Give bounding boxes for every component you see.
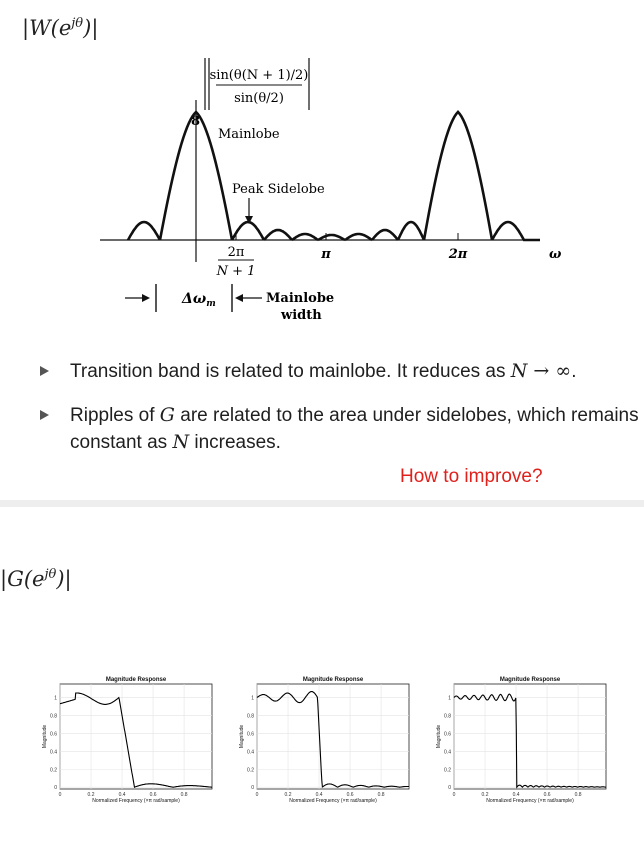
y-tick-label: 1 bbox=[448, 695, 451, 701]
y-axis-label: Magnitude bbox=[436, 725, 442, 749]
slide-separator bbox=[0, 500, 644, 507]
title-superscript: jθ bbox=[71, 16, 84, 31]
x-tick-label: 0.8 bbox=[181, 792, 188, 798]
magnitude-plot-1: 0 0.2 0.4 0.6 0.8 1 0 0.2 0.4 0.6 0.8 Magnitude Res… bbox=[42, 677, 213, 804]
y-tick-label: 1 bbox=[54, 695, 57, 701]
y-tick-label: 1 bbox=[251, 695, 254, 701]
y-tick-label: 0.2 bbox=[247, 767, 254, 773]
x-tick-label: 0.6 bbox=[347, 792, 354, 798]
tick-2pi: 2π bbox=[448, 247, 468, 262]
sidelobe-arrow-head bbox=[245, 216, 253, 224]
x-tick-label: 0 bbox=[59, 792, 62, 798]
y-tick-label: 0.6 bbox=[50, 731, 57, 737]
magnitude-curve bbox=[59, 692, 212, 788]
formula-denominator: sin(θ/2) bbox=[234, 91, 284, 106]
title-text: |W(e bbox=[22, 16, 72, 40]
x-tick-label: 0.4 bbox=[119, 792, 126, 798]
plot-title: Magnitude Response bbox=[303, 677, 364, 683]
magnitude-plot-2: 0 0.2 0.4 0.6 0.8 1 0 0.2 0.4 0.6 0.8 Magnitude Res… bbox=[239, 677, 410, 804]
y-tick-label: 0.4 bbox=[50, 749, 57, 755]
slide-title: |G(ejθ)| bbox=[0, 567, 72, 591]
plot-frame bbox=[256, 683, 410, 790]
title-text: |G(e bbox=[0, 567, 45, 591]
x-axis-label: Normalized Frequency (×π rad/sample) bbox=[289, 798, 377, 804]
plot-frame bbox=[59, 683, 213, 790]
y-tick-label: 0 bbox=[448, 785, 451, 791]
y-tick-label: 0 bbox=[54, 785, 57, 791]
x-tick-label: 0.6 bbox=[544, 792, 551, 798]
bullet-triangle-icon bbox=[40, 366, 49, 376]
x-tick-label: 0 bbox=[453, 792, 456, 798]
y-tick-label: 0.6 bbox=[247, 731, 254, 737]
peak-sidelobe-label: Peak Sidelobe bbox=[232, 182, 325, 197]
mainlobe-width-label-2: width bbox=[280, 308, 322, 323]
y-tick-label: 0.4 bbox=[247, 749, 254, 755]
plot-title: Magnitude Response bbox=[500, 677, 561, 683]
tick-2pi-denominator: N + 1 bbox=[216, 264, 256, 279]
slide-title: |W(ejθ)| bbox=[22, 16, 98, 40]
how-to-improve-text: How to improve? bbox=[400, 466, 543, 487]
width-arrow-left-head bbox=[142, 294, 150, 302]
tick-pi: π bbox=[320, 247, 331, 262]
y-tick-label: 0.2 bbox=[50, 767, 57, 773]
y-tick-label: 0.8 bbox=[247, 713, 254, 719]
plot-title: Magnitude Response bbox=[106, 677, 167, 683]
bullet-text: Ripples of G are related to the area und… bbox=[70, 404, 639, 453]
slide-filter-response: |G(ejθ)| 0 0.2 0.4 0.6 0.8 1 0 0.2 0.4 0.6 0.8 Magn… bbox=[0, 507, 644, 843]
width-arrow-right-head bbox=[235, 294, 243, 302]
title-close: )| bbox=[56, 567, 72, 591]
x-tick-label: 0.2 bbox=[88, 792, 95, 798]
delta-omega-label: Δωm bbox=[181, 291, 216, 309]
window-spectrum-figure: sin(θ(N + 1)/2) sin(θ/2) 8 Mainlobe Peak… bbox=[100, 58, 562, 323]
y-axis-label: Magnitude bbox=[239, 725, 245, 749]
title-superscript: jθ bbox=[44, 567, 57, 582]
x-axis-label: Normalized Frequency (×π rad/sample) bbox=[92, 798, 180, 804]
y-axis-label: Magnitude bbox=[42, 725, 48, 749]
plot-frame bbox=[453, 683, 607, 790]
bullet-ripples: Ripples of G are related to the area und… bbox=[40, 402, 644, 456]
magnitude-curve bbox=[256, 691, 409, 788]
tick-2pi-numerator: 2π bbox=[228, 245, 245, 260]
y-tick-label: 0.2 bbox=[444, 767, 451, 773]
x-tick-label: 0.8 bbox=[575, 792, 582, 798]
x-tick-label: 0.2 bbox=[482, 792, 489, 798]
x-tick-label: 0 bbox=[256, 792, 259, 798]
title-close: )| bbox=[83, 16, 99, 40]
magnitude-plot-3: 0 0.2 0.4 0.6 0.8 1 0 0.2 0.4 0.6 0.8 Magnitude Res… bbox=[436, 677, 607, 804]
x-axis-label: Normalized Frequency (×π rad/sample) bbox=[486, 798, 574, 804]
x-tick-label: 0.2 bbox=[285, 792, 292, 798]
y-tick-label: 0.4 bbox=[444, 749, 451, 755]
bullet-text: Transition band is related to mainlobe. … bbox=[70, 360, 577, 382]
mainlobe-width-label-1: Mainlobe bbox=[266, 291, 334, 306]
x-tick-label: 0.4 bbox=[513, 792, 520, 798]
y-tick-label: 0.8 bbox=[444, 713, 451, 719]
bullet-triangle-icon bbox=[40, 410, 49, 420]
y-tick-label: 0.8 bbox=[50, 713, 57, 719]
bullet-transition-band: Transition band is related to mainlobe. … bbox=[40, 358, 644, 385]
x-tick-label: 0.6 bbox=[150, 792, 157, 798]
y-tick-label: 0.6 bbox=[444, 731, 451, 737]
x-tick-label: 0.8 bbox=[378, 792, 385, 798]
x-tick-label: 0.4 bbox=[316, 792, 323, 798]
spectrum-curve bbox=[126, 110, 540, 242]
omega-label: ω bbox=[549, 247, 562, 262]
mainlobe-label: Mainlobe bbox=[218, 127, 280, 142]
slide-window-spectrum: |W(ejθ)| sin(θ(N + 1)/2) sin(θ/2) 8 Main… bbox=[22, 16, 644, 487]
y-tick-label: 0 bbox=[251, 785, 254, 791]
formula-numerator: sin(θ(N + 1)/2) bbox=[210, 68, 309, 83]
magnitude-curve bbox=[453, 693, 607, 789]
